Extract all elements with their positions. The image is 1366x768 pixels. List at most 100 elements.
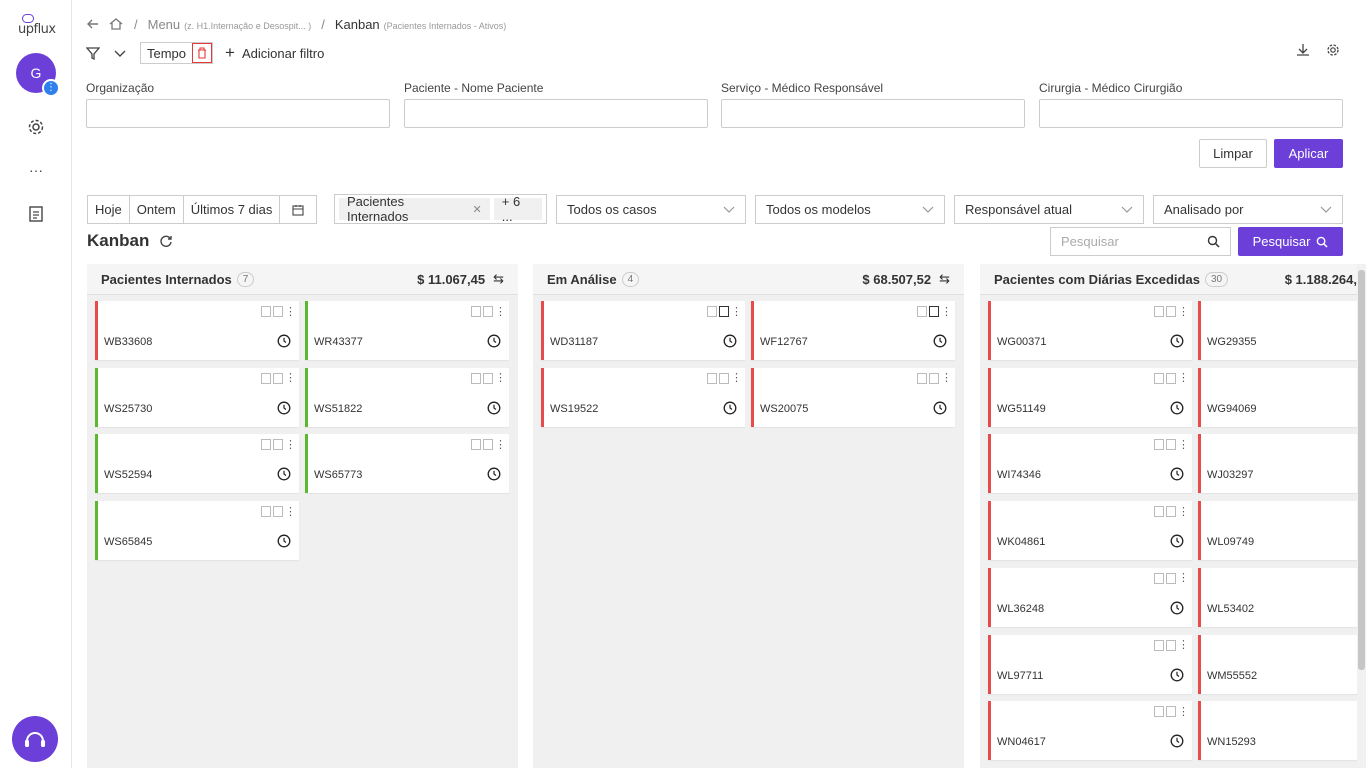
- settings-icon[interactable]: [1326, 43, 1340, 57]
- kanban-card[interactable]: ⋮WG29355: [1198, 301, 1357, 360]
- models-select[interactable]: Todos os modelos: [755, 195, 945, 224]
- clock-icon[interactable]: [723, 334, 737, 348]
- clock-icon[interactable]: [1170, 601, 1184, 615]
- note-icon[interactable]: [483, 439, 493, 451]
- document-icon[interactable]: [1154, 639, 1164, 651]
- analyzed-by-select[interactable]: Analisado por: [1153, 195, 1343, 224]
- more-vertical-icon[interactable]: ⋮: [495, 372, 506, 385]
- download-icon[interactable]: [1296, 43, 1310, 57]
- document-icon[interactable]: [1154, 706, 1164, 718]
- kanban-card[interactable]: ⋮ WL97711: [988, 634, 1192, 694]
- note-icon[interactable]: [273, 306, 283, 317]
- document-icon[interactable]: [1154, 506, 1164, 518]
- more-vertical-icon[interactable]: ⋮: [1178, 505, 1189, 518]
- note-icon[interactable]: [1166, 706, 1176, 718]
- avatar-menu-badge[interactable]: ⋮: [42, 79, 60, 97]
- more-vertical-icon[interactable]: ⋮: [495, 305, 506, 318]
- note-icon[interactable]: [929, 306, 939, 317]
- cases-select[interactable]: Todos os casos: [556, 195, 746, 224]
- clock-icon[interactable]: [1170, 401, 1184, 415]
- clock-icon[interactable]: [277, 401, 291, 415]
- kanban-card[interactable]: ⋮ WS51822: [305, 367, 509, 427]
- document-icon[interactable]: [471, 439, 481, 451]
- note-icon[interactable]: [719, 372, 729, 384]
- paciente-input[interactable]: [404, 99, 708, 128]
- document-icon[interactable]: [261, 372, 271, 384]
- app-logo[interactable]: upflux: [18, 14, 56, 38]
- close-icon[interactable]: ✕: [472, 203, 482, 216]
- document-icon[interactable]: [261, 439, 271, 451]
- clock-icon[interactable]: [487, 401, 501, 415]
- document-icon[interactable]: [1154, 572, 1164, 584]
- document-icon[interactable]: [707, 372, 717, 384]
- back-arrow-icon[interactable]: [86, 17, 100, 31]
- date-yesterday-button[interactable]: Ontem: [130, 196, 184, 223]
- kanban-card[interactable]: ⋮WM55552: [1198, 634, 1357, 694]
- chevron-down-icon[interactable]: [114, 47, 126, 59]
- search-input[interactable]: Pesquisar: [1050, 227, 1231, 256]
- note-icon[interactable]: [1166, 506, 1176, 518]
- more-vertical-icon[interactable]: ⋮: [1178, 639, 1189, 651]
- document-icon[interactable]: [1154, 306, 1164, 317]
- document-icon[interactable]: [917, 306, 927, 317]
- search-button[interactable]: Pesquisar: [1238, 227, 1343, 256]
- note-icon[interactable]: [483, 372, 493, 384]
- kanban-card[interactable]: ⋮ WR43377: [305, 301, 509, 360]
- note-icon[interactable]: [1166, 639, 1176, 651]
- document-icon[interactable]: [1154, 439, 1164, 451]
- more-vertical-icon[interactable]: ⋮: [731, 372, 742, 385]
- more-vertical-icon[interactable]: ⋮: [285, 372, 296, 385]
- more-vertical-icon[interactable]: ⋮: [1178, 305, 1189, 318]
- kanban-card[interactable]: ⋮ WK04861: [988, 501, 1192, 561]
- document-icon[interactable]: [261, 306, 271, 317]
- more-vertical-icon[interactable]: ⋮: [285, 505, 296, 518]
- clock-icon[interactable]: [1170, 334, 1184, 348]
- kanban-card[interactable]: ⋮ WG00371: [988, 301, 1192, 360]
- more-vertical-icon[interactable]: ⋮: [495, 438, 506, 451]
- kanban-card[interactable]: ⋮ WS25730: [95, 367, 299, 427]
- clock-icon[interactable]: [723, 401, 737, 415]
- date-last7-button[interactable]: Últimos 7 dias: [184, 196, 281, 223]
- refresh-icon[interactable]: [159, 234, 173, 248]
- clock-icon[interactable]: [487, 334, 501, 348]
- kanban-card[interactable]: ⋮ WL36248: [988, 567, 1192, 627]
- kanban-card[interactable]: ⋮ WI74346: [988, 434, 1192, 494]
- document-icon[interactable]: [1154, 372, 1164, 384]
- gear-icon[interactable]: [26, 117, 46, 137]
- kanban-card[interactable]: ⋮WG94069: [1198, 367, 1357, 427]
- trash-icon[interactable]: [192, 43, 213, 63]
- swap-icon[interactable]: ⇆: [939, 271, 950, 286]
- more-icon[interactable]: ···: [29, 162, 43, 178]
- more-vertical-icon[interactable]: ⋮: [1178, 372, 1189, 385]
- status-more-tag[interactable]: + 6 ...: [493, 194, 542, 224]
- note-icon[interactable]: [1166, 372, 1176, 384]
- kanban-card[interactable]: ⋮ WF12767: [751, 301, 955, 360]
- kanban-card[interactable]: ⋮ WG51149: [988, 367, 1192, 427]
- scrollbar[interactable]: [1357, 264, 1366, 768]
- filter-icon[interactable]: [86, 46, 100, 60]
- more-vertical-icon[interactable]: ⋮: [1178, 705, 1189, 718]
- document-icon[interactable]: [261, 506, 271, 518]
- more-vertical-icon[interactable]: ⋮: [1178, 572, 1189, 585]
- calendar-icon[interactable]: [280, 196, 316, 223]
- document-icon[interactable]: [471, 306, 481, 317]
- clock-icon[interactable]: [1170, 534, 1184, 548]
- note-icon[interactable]: [1166, 439, 1176, 451]
- cirurgia-input[interactable]: [1039, 99, 1343, 128]
- note-icon[interactable]: [273, 439, 283, 451]
- clock-icon[interactable]: [933, 401, 947, 415]
- clock-icon[interactable]: [277, 467, 291, 481]
- kanban-card[interactable]: ⋮WJ03297: [1198, 434, 1357, 494]
- kanban-card[interactable]: ⋮ WN04617: [988, 701, 1192, 761]
- clock-icon[interactable]: [1170, 467, 1184, 481]
- kanban-card[interactable]: ⋮WL53402: [1198, 567, 1357, 627]
- clock-icon[interactable]: [277, 534, 291, 548]
- breadcrumb-menu[interactable]: Menu (z. H1.Internação e Desospit... ): [147, 16, 312, 32]
- servico-input[interactable]: [721, 99, 1025, 128]
- kanban-card[interactable]: ⋮ WS65773: [305, 434, 509, 494]
- report-icon[interactable]: [26, 204, 46, 224]
- note-icon[interactable]: [273, 506, 283, 518]
- clock-icon[interactable]: [1170, 668, 1184, 682]
- home-icon[interactable]: [108, 17, 124, 31]
- document-icon[interactable]: [471, 372, 481, 384]
